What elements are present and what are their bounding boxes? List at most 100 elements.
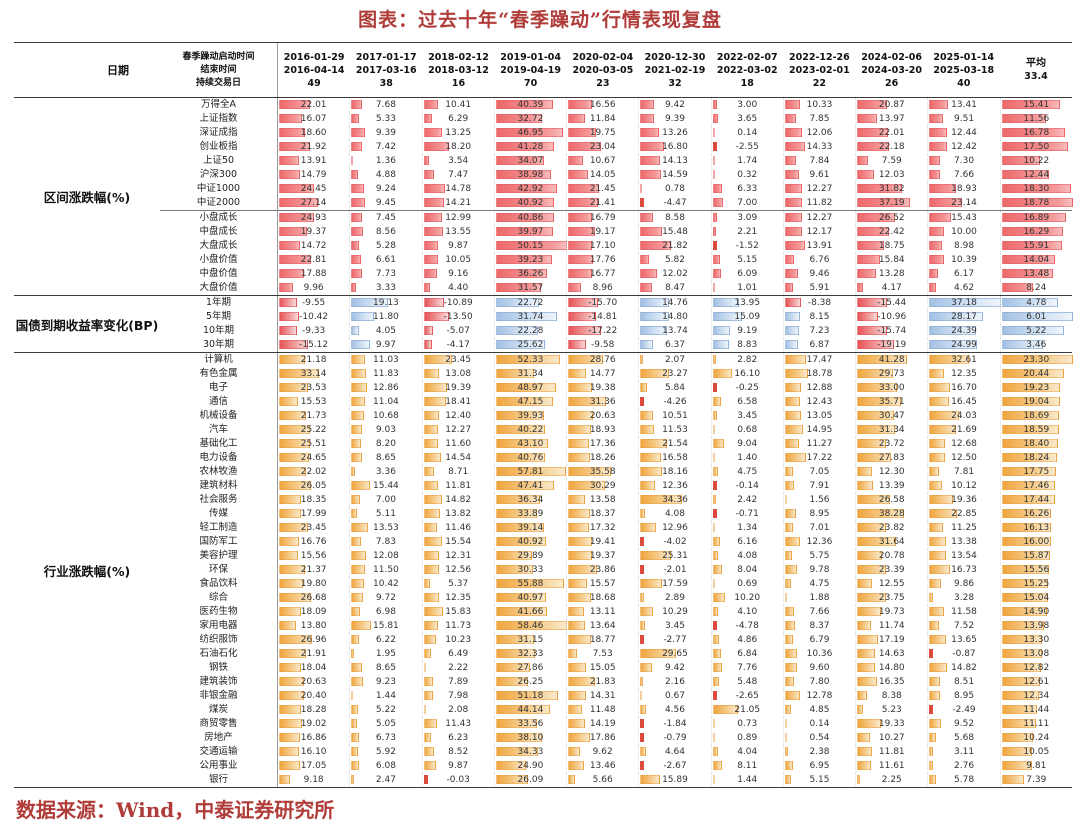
value-cell: 13.74 — [638, 324, 710, 338]
value-bar — [495, 775, 528, 784]
value-cell: 24.45 — [277, 182, 349, 196]
value-bar — [568, 565, 598, 574]
value-text: -10.89 — [443, 298, 473, 308]
value-bar — [929, 677, 940, 686]
value-text: 33.14 — [300, 369, 327, 379]
header-period-column: 2020-02-04 2020-03-05 23 — [567, 43, 639, 97]
value-cell: 6.49 — [421, 647, 494, 661]
value-bar — [857, 691, 868, 700]
value-text: 20.44 — [1023, 369, 1050, 379]
row-label: 交通运输 — [199, 746, 238, 757]
value-text: 13.46 — [589, 761, 616, 771]
value-cell: 37.18 — [927, 296, 1001, 310]
value-bar — [784, 397, 801, 406]
value-cell: 8.24 — [999, 281, 1072, 295]
value-cell: 11.81 — [421, 479, 494, 493]
value-bar — [423, 128, 443, 137]
value-bar — [495, 227, 553, 236]
value-text: 11.43 — [445, 719, 472, 729]
value-bar — [568, 705, 583, 714]
value-text: 1.44 — [375, 691, 396, 701]
value-cell: -13.50 — [421, 310, 494, 324]
value-bar — [929, 369, 945, 378]
value-cell: 39.23 — [493, 253, 566, 267]
value-text: 15.91 — [1023, 241, 1050, 251]
header-end-value: 2023-02-01 — [789, 64, 850, 76]
value-text: 1.40 — [737, 453, 758, 463]
value-bar — [857, 156, 868, 165]
value-text: 14.79 — [300, 170, 327, 180]
value-bar — [1001, 397, 1060, 406]
value-text: 14.31 — [589, 691, 616, 701]
value-bar — [423, 114, 433, 123]
value-cell: 10.27 — [855, 731, 927, 745]
value-cell: 9.86 — [927, 577, 999, 591]
value-cell: 11.83 — [349, 367, 421, 381]
value-text: 41.28 — [878, 355, 905, 365]
value-text: 21.54 — [662, 439, 688, 449]
value-text: 16.79 — [589, 213, 616, 223]
value-cell: 6.37 — [638, 338, 710, 352]
header-start-label: 春季躁动启动时间 — [182, 51, 255, 62]
value-bar — [495, 607, 547, 616]
value-cell: 11.43 — [421, 717, 494, 731]
section-group-label: 行业涨跌幅(%) — [43, 563, 131, 579]
value-text: 13.53 — [373, 523, 399, 533]
value-cell: 16.89 — [999, 211, 1072, 225]
value-bar — [857, 425, 896, 434]
value-bar — [423, 170, 435, 179]
value-cell: 17.46 — [999, 479, 1072, 493]
value-bar — [640, 114, 654, 123]
row-label: 通信 — [208, 396, 228, 407]
value-text: 5.37 — [448, 579, 469, 589]
value-cell: 5.91 — [782, 281, 855, 295]
value-bar — [640, 184, 643, 193]
table-header: 日期 春季躁动启动时间 结束时间 持续交易日 2016-01-29 2016-04… — [14, 43, 1072, 98]
value-cell: 19.17 — [566, 225, 638, 239]
value-bar — [712, 170, 715, 179]
value-bar — [495, 537, 546, 546]
value-text: 21.05 — [734, 705, 761, 715]
value-bar — [568, 537, 592, 546]
value-cell: 8.20 — [349, 437, 421, 451]
value-bar — [495, 565, 533, 574]
header-start-value: 2020-02-04 — [572, 51, 634, 63]
value-text: 8.51 — [954, 677, 975, 687]
value-text: 14.54 — [445, 453, 472, 463]
value-text: 37.18 — [951, 298, 977, 308]
value-text: 3.45 — [664, 621, 685, 631]
value-bar — [784, 467, 794, 476]
value-text: 36.26 — [517, 269, 544, 279]
value-cell: 13.91 — [782, 239, 855, 253]
value-text: 42.92 — [517, 184, 544, 194]
value-bar — [568, 649, 578, 658]
table-row: 大盘价值 9.96 3.33 4.40 31.57 8.96 8.47 1.01 5.91 4.1… — [160, 281, 1072, 295]
value-bar — [857, 593, 887, 602]
value-text: 7.83 — [375, 537, 396, 547]
value-text: 5.68 — [954, 733, 975, 743]
value-text: -4.02 — [663, 537, 687, 547]
value-cell: 22.01 — [855, 126, 927, 140]
header-period-column: 2016-01-29 2016-04-14 49 — [277, 43, 350, 97]
value-cell: 13.41 — [927, 98, 999, 112]
value-bar — [640, 523, 657, 532]
value-bar — [712, 411, 717, 420]
value-cell: 3.45 — [638, 619, 710, 633]
value-bar — [784, 298, 801, 307]
value-text: 8.83 — [737, 340, 758, 350]
value-cell: 24.90 — [493, 759, 566, 773]
value-bar — [712, 775, 715, 784]
value-cell: -5.07 — [421, 324, 494, 338]
value-cell: 11.81 — [855, 745, 927, 759]
value-cell: 18.40 — [999, 437, 1072, 451]
row-label: 中证1000 — [196, 183, 241, 194]
value-bar — [495, 213, 554, 222]
value-cell: 42.92 — [493, 182, 566, 196]
row-label: 石油石化 — [199, 648, 238, 659]
row-label: 电子 — [208, 382, 228, 393]
value-cell: 2.16 — [638, 675, 710, 689]
value-bar — [1001, 439, 1058, 448]
value-cell: 37.19 — [855, 196, 927, 210]
value-cell: 18.78 — [782, 367, 855, 381]
value-text: 6.29 — [448, 114, 469, 124]
